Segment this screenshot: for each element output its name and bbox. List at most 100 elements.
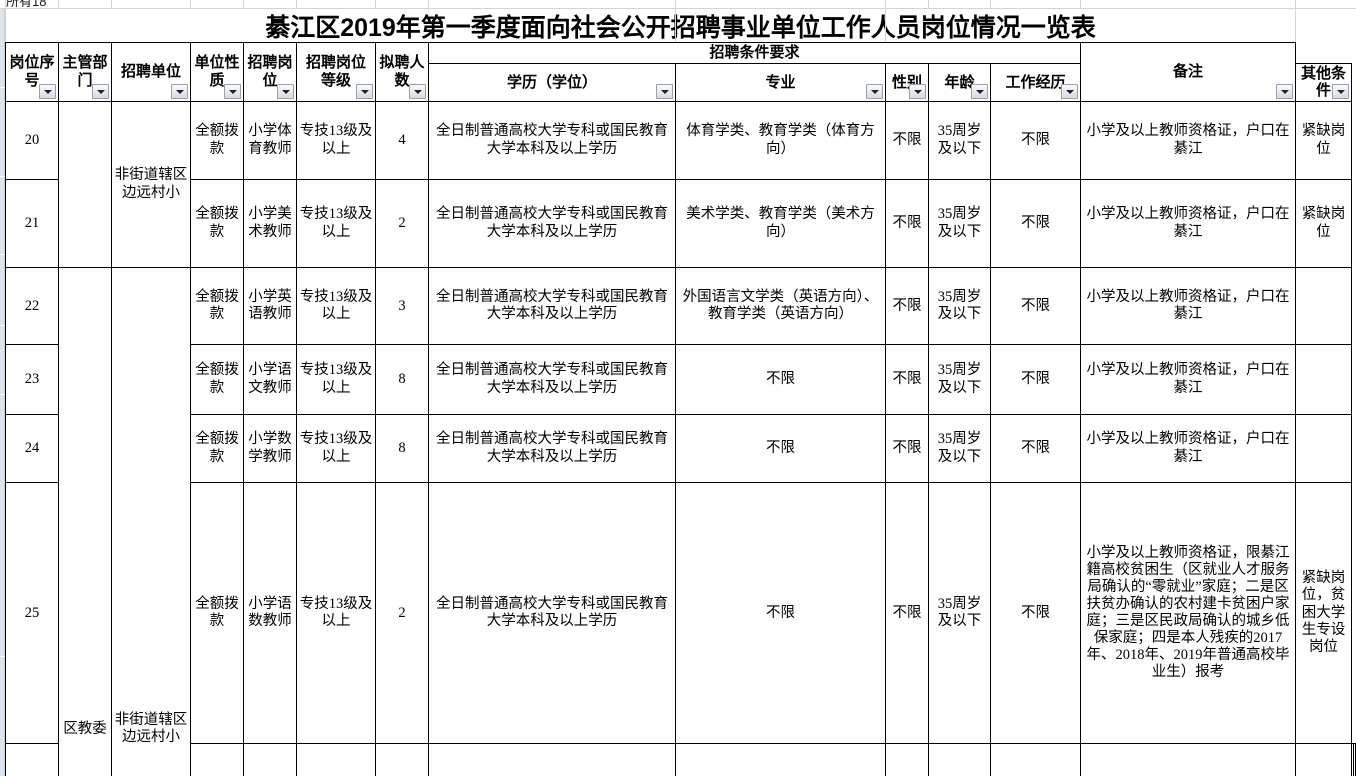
col-header-count[interactable]: 拟聘人数 [375,41,429,103]
cell-seq[interactable]: 25 [5,482,59,745]
cell-major[interactable]: 不限 [675,482,886,745]
cell-other[interactable]: 小学及以上教师资格证，户口在綦江 [1080,179,1297,269]
col-header-dept[interactable]: 主管部门 [58,41,112,103]
cell-remark[interactable]: 紧缺岗位，贫困大学生专设岗位 [1295,482,1353,745]
cell-exp[interactable]: 不限 [989,101,1082,181]
filter-dropdown-edu[interactable] [656,84,673,100]
cell-major[interactable]: 体育学类、教育学类（体育方向） [675,101,886,181]
cell-age[interactable]: 35周岁及以下 [1080,743,1297,776]
table-row[interactable]: 21 全额拨款 小学美术教师 专技13级及以上 2 全日制普通高校大学专科或国民… [5,179,1356,269]
cell-count[interactable]: 8 [375,344,429,416]
cell-major[interactable]: 外国语言文学类（英语方向）、教育学类（英语方向） [675,267,886,346]
cell-edu[interactable]: 全日制普通高校大学专科或国民教育大学本科及以上学历 [428,414,676,484]
cell-edu[interactable]: 全日制普通高校大学本科及以上学历并取得相应学位 [885,743,929,776]
cell-post[interactable]: 小学体育教师 [243,101,297,181]
cell-seq[interactable]: 23 [5,344,59,416]
table-row[interactable]: 26 差额拨款 临床医疗 专技12级及以上 1 全日制普通高校大学本科及以上学历… [5,743,1356,776]
cell-nature[interactable]: 全额拨款 [190,101,244,181]
filter-dropdown-other[interactable] [1332,84,1350,100]
filter-dropdown-unit[interactable] [171,84,188,100]
cell-age[interactable]: 35周岁及以下 [928,179,991,269]
cell-level[interactable]: 专技13级及以上 [296,179,376,269]
cell-age[interactable]: 35周岁及以下 [928,344,991,416]
filter-dropdown-age[interactable] [971,84,988,100]
cell-seq[interactable]: 20 [5,101,59,181]
cell-gender[interactable]: 不限 [885,101,929,181]
cell-nature[interactable]: 全额拨款 [190,267,244,346]
col-header-age[interactable]: 年龄 [928,62,991,103]
cell-exp[interactable]: 不限 [989,179,1082,269]
cell-major[interactable]: 不限 [675,414,886,484]
cell-level[interactable]: 专技13级及以上 [296,482,376,745]
cell-gender[interactable]: 不限 [989,743,1082,776]
col-header-edu[interactable]: 学历（学位） [428,62,676,103]
cell-post[interactable]: 小学语数教师 [243,482,297,745]
filter-dropdown-nature[interactable] [224,84,241,100]
cell-level[interactable]: 专技13级及以上 [296,344,376,416]
cell-remark[interactable] [1295,344,1353,416]
cell-other[interactable]: 小学及以上教师资格证，户口在綦江 [1080,101,1297,181]
cell-dept[interactable] [190,743,244,776]
cell-gender[interactable]: 不限 [885,482,929,745]
cell-remark[interactable] [1353,743,1356,776]
cell-major[interactable]: 不限 [675,344,886,416]
col-header-major[interactable]: 专业 [675,62,886,103]
cell-level[interactable]: 专技12级及以上 [428,743,676,776]
col-header-seq[interactable]: 岗位序号 [5,41,59,103]
col-header-nature[interactable]: 单位性质 [190,41,244,103]
cell-seq[interactable]: 22 [5,267,59,346]
cell-remark[interactable]: 紧缺岗位 [1295,101,1353,181]
col-header-remark[interactable]: 备注 [1080,41,1297,103]
filter-dropdown-dept[interactable] [92,84,109,100]
cell-edu[interactable]: 全日制普通高校大学专科或国民教育大学本科及以上学历 [428,267,676,346]
cell-nature[interactable]: 差额拨款 [296,743,376,776]
filter-dropdown-remark[interactable] [1276,84,1294,100]
cell-count[interactable]: 3 [375,267,429,346]
cell-level[interactable]: 专技13级及以上 [296,414,376,484]
cell-seq[interactable]: 24 [5,414,59,484]
cell-edu[interactable]: 全日制普通高校大学专科或国民教育大学本科及以上学历 [428,101,676,181]
cell-remark[interactable]: 紧缺岗位 [1295,179,1353,269]
cell-age[interactable]: 35周岁及以下 [928,482,991,745]
cell-exp[interactable]: 不限 [989,344,1082,416]
filter-dropdown-major[interactable] [866,84,883,100]
table-row[interactable]: 20 非街道辖区边远村小 全额拨款 小学体育教师 专技13级及以上 4 全日制普… [5,101,1356,269]
cell-other[interactable]: 小学及以上教师资格证，户口在綦江 [1080,414,1297,484]
cell-edu[interactable]: 全日制普通高校大学专科或国民教育大学本科及以上学历 [428,482,676,745]
cell-unit[interactable] [243,743,297,776]
cell-exp[interactable]: 不限 [989,267,1082,346]
cell-post[interactable]: 小学英语教师 [243,267,297,346]
cell-gender[interactable]: 不限 [885,179,929,269]
cell-major[interactable]: 美术学类、教育学类（美术方向） [675,179,886,269]
cell-level[interactable]: 专技13级及以上 [296,101,376,181]
cell-age[interactable]: 35周岁及以下 [928,101,991,181]
cell-nature[interactable]: 全额拨款 [190,414,244,484]
cell-count[interactable]: 8 [375,414,429,484]
col-header-gender[interactable]: 性别 [885,62,929,103]
cell-nature[interactable]: 全额拨款 [190,179,244,269]
cell-unit[interactable]: 非街道辖区边远村小 [111,267,191,776]
cell-level[interactable]: 专技13级及以上 [296,267,376,346]
cell-post[interactable]: 小学语文教师 [243,344,297,416]
filter-dropdown-seq[interactable] [39,84,56,100]
cell-seq[interactable]: 26 [5,743,59,776]
cell-other[interactable]: 小学及以上教师资格证，户口在綦江 [1080,267,1297,346]
cell-seq[interactable]: 21 [5,179,59,269]
filter-dropdown-level[interactable] [356,84,373,100]
cell-count[interactable]: 4 [375,101,429,181]
cell-dept[interactable]: 区教委 [58,267,112,776]
col-header-post[interactable]: 招聘岗位 [243,41,297,103]
filter-dropdown-post[interactable] [277,84,294,100]
cell-edu[interactable]: 全日制普通高校大学专科或国民教育大学本科及以上学历 [428,179,676,269]
cell-post[interactable]: 小学美术教师 [243,179,297,269]
cell-gender[interactable]: 不限 [885,344,929,416]
col-header-exp[interactable]: 工作经历 [989,62,1082,103]
cell-age[interactable]: 35周岁及以下 [928,267,991,346]
table-row[interactable]: 22 区教委 非街道辖区边远村小 全额拨款 小学英语教师 专技13级及以上 3 … [5,267,1356,776]
cell-other[interactable]: 小学及以上教师资格证，限綦江籍高校贫困生（区就业人才服务局确认的“零就业”家庭；… [1080,482,1297,745]
cell-other[interactable]: 小学及以上教师资格证，户口在綦江 [1080,344,1297,416]
col-header-unit[interactable]: 招聘单位 [111,41,191,103]
filter-dropdown-exp[interactable] [1061,84,1079,100]
filter-dropdown-count[interactable] [409,84,426,100]
cell-remark[interactable] [1295,414,1353,484]
